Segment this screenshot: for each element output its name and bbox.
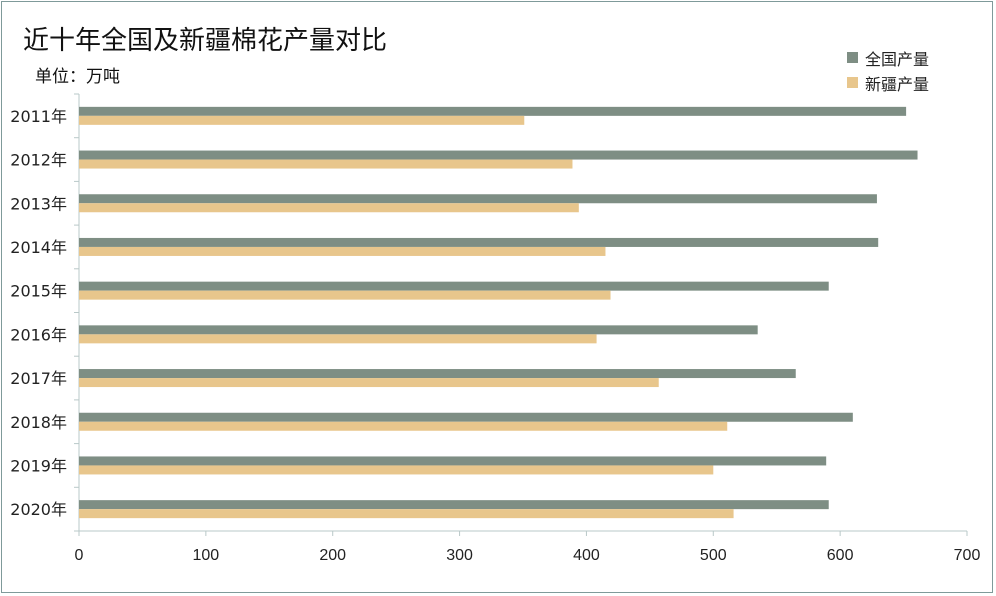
x-tick-label: 400 [573, 547, 600, 564]
x-tick-label: 200 [319, 547, 346, 564]
bar-xinjiang [79, 246, 606, 256]
legend-swatch-xinjiang [847, 77, 858, 88]
bar-xinjiang [79, 115, 525, 125]
chart-unit-label: 单位：万吨 [35, 67, 120, 87]
bar-national [79, 369, 796, 379]
x-tick-label: 500 [700, 547, 727, 564]
bar-xinjiang [79, 290, 611, 300]
category-label: 2017年 [10, 369, 67, 388]
bar-national [79, 456, 827, 466]
category-label: 2016年 [10, 325, 67, 344]
bar-xinjiang [79, 465, 714, 475]
category-label: 2018年 [10, 413, 67, 432]
bar-xinjiang [79, 203, 579, 213]
bar-national [79, 150, 918, 160]
category-label: 2012年 [10, 151, 67, 170]
bar-xinjiang [79, 378, 659, 388]
legend: 全国产量 新疆产量 [847, 45, 929, 95]
legend-swatch-national [847, 52, 858, 63]
x-tick-label: 0 [75, 547, 84, 564]
legend-label-national: 全国产量 [865, 49, 930, 69]
bar-national [79, 412, 853, 422]
x-tick-label: 600 [827, 547, 854, 564]
bar-national [79, 325, 758, 335]
category-label: 2014年 [10, 238, 67, 257]
legend-item-national: 全国产量 [847, 45, 929, 70]
bar-xinjiang [79, 159, 573, 169]
bar-national [79, 281, 829, 291]
category-label: 2019年 [10, 456, 67, 475]
category-label: 2020年 [10, 500, 67, 519]
bar-national [79, 194, 877, 204]
bar-national [79, 500, 829, 510]
bar-xinjiang [79, 334, 597, 344]
category-label: 2011年 [10, 107, 67, 126]
legend-item-xinjiang: 新疆产量 [847, 70, 929, 95]
bar-national [79, 237, 879, 247]
category-label: 2015年 [10, 282, 67, 301]
x-tick-label: 300 [446, 547, 473, 564]
legend-label-xinjiang: 新疆产量 [865, 74, 930, 94]
x-tick-label: 700 [954, 547, 981, 564]
bar-xinjiang [79, 509, 734, 519]
bar-xinjiang [79, 421, 728, 431]
bar-national [79, 106, 907, 116]
x-tick-label: 100 [193, 547, 220, 564]
chart-title: 近十年全国及新疆棉花产量对比 [23, 26, 388, 56]
category-label: 2013年 [10, 194, 67, 213]
